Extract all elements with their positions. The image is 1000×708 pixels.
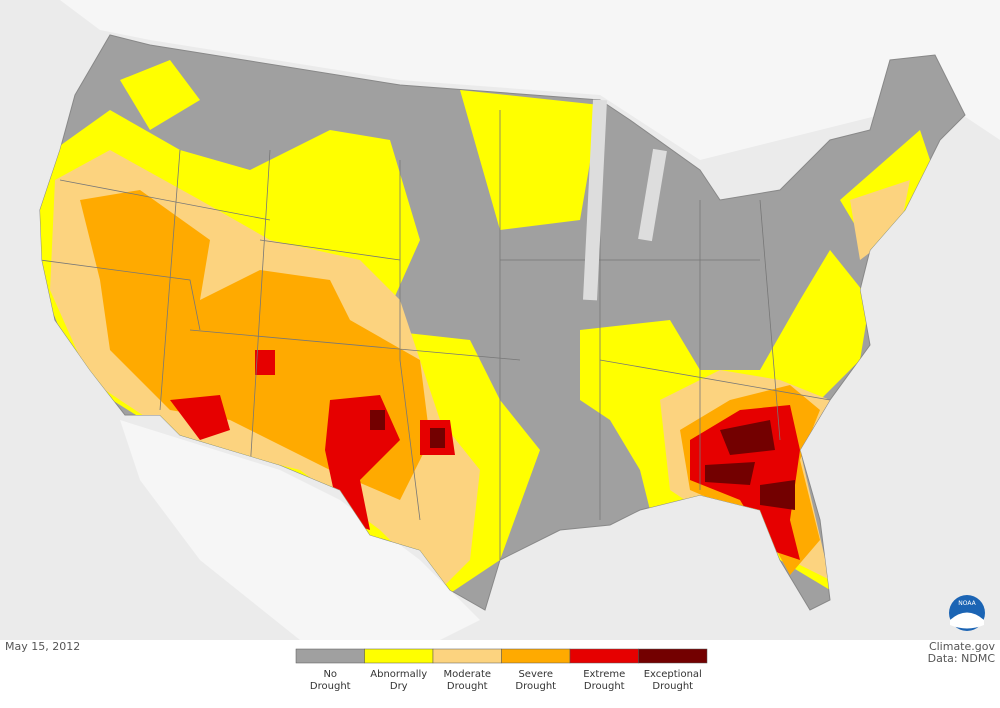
- data-credit: Data: NDMC: [928, 652, 996, 665]
- legend-label: Exceptional: [644, 669, 702, 680]
- legend-label: Drought: [310, 681, 351, 692]
- drought-area: [120, 60, 600, 230]
- legend-label: Drought: [447, 681, 488, 692]
- legend-swatch: [432, 648, 502, 664]
- date: May 15, 2012: [5, 640, 80, 653]
- legend-swatch: [295, 648, 365, 664]
- drought-area: [170, 350, 455, 530]
- drought-area: [705, 420, 795, 510]
- logo-wave: [950, 612, 984, 629]
- legend-label: Drought: [584, 681, 625, 692]
- legend-swatch: [569, 648, 639, 664]
- site-credit: Climate.gov: [929, 640, 996, 653]
- legend-label: No: [323, 669, 337, 680]
- state-borders: [40, 110, 831, 560]
- legend-label: Drought: [515, 681, 556, 692]
- legend-swatch: [501, 648, 571, 664]
- drought-area: [370, 410, 445, 448]
- legend-label: Dry: [390, 681, 408, 692]
- legend-label: Moderate: [443, 669, 491, 680]
- noaa-logo: NOAA: [949, 595, 985, 631]
- legend-label: Extreme: [583, 669, 625, 680]
- legend-label: Drought: [652, 681, 693, 692]
- great-lakes: [583, 99, 667, 301]
- legend-label: Severe: [518, 669, 553, 680]
- legend-label: Abnormally: [370, 669, 427, 680]
- legend-swatch: [638, 648, 708, 664]
- canada: [0, 0, 1000, 160]
- mexico: [120, 420, 480, 640]
- logo-text: NOAA: [958, 600, 976, 607]
- legend-swatch: [364, 648, 434, 664]
- legend: NoDroughtAbnormallyDryModerateDroughtSev…: [295, 648, 708, 692]
